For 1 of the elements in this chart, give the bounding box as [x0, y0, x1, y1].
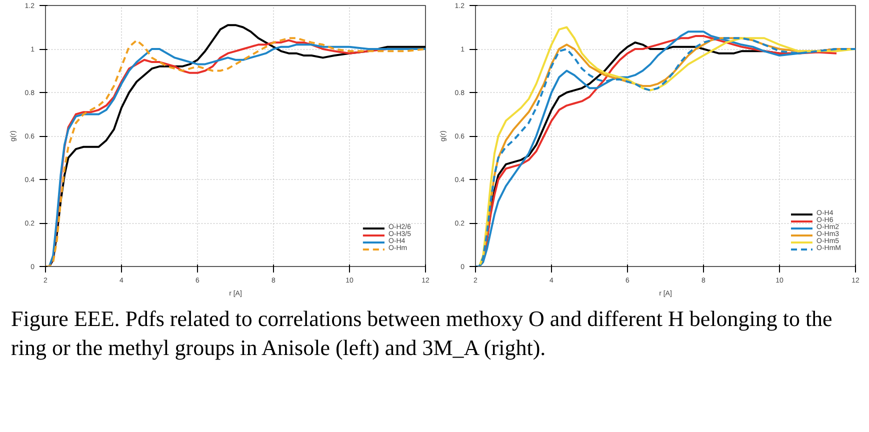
- text: Figure EEE. Pdfs related to correlations between methoxy O and different H belonging to the ring or the methyl groups in Anisole (left) and 3M_A (right).: [11, 305, 834, 362]
